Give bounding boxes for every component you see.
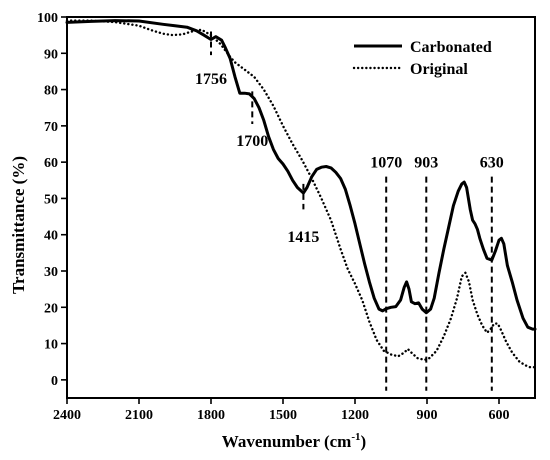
legend-label-original: Original [410,61,468,78]
legend: Carbonated Original [352,39,492,78]
y-tick-label: 70 [44,120,58,135]
x-axis-title-sup: -1 [351,431,360,443]
y-tick-label: 30 [44,265,58,280]
x-tick-label: 1200 [341,408,369,423]
x-tick-label: 2400 [53,408,81,423]
x-axis-title-main: Wavenumber (cm [222,432,352,451]
y-tick-label: 20 [44,301,58,316]
y-tick-label: 40 [44,229,58,244]
x-tick-label: 2100 [125,408,153,423]
annotation-label-1070: 1070 [370,155,402,172]
y-tick-label: 90 [44,47,58,62]
annotations: 1756 1700 1415 1070 903 630 [195,31,504,391]
axes: 0 10 20 30 40 50 60 70 80 90 100 2400 2100 1800 1500 12… [37,11,536,423]
x-tick-label: 600 [489,408,510,423]
y-tick-label: 80 [44,84,58,99]
x-tick-label: 900 [417,408,438,423]
y-tick-label: 60 [44,156,58,171]
series-group [65,19,537,369]
x-tick-label: 1800 [197,408,225,423]
y-tick-label: 50 [44,192,58,207]
series-line-carbonated [65,19,537,331]
annotation-label-1415: 1415 [287,229,319,246]
plot-frame [66,16,536,399]
y-tick-label: 0 [51,374,58,389]
annotation-label-903: 903 [414,155,438,172]
annotation-label-630: 630 [480,155,504,172]
x-axis-title-tail: ) [361,432,367,451]
y-axis-title: Transmittance (%) [9,156,28,294]
x-tick-label: 1500 [269,408,297,423]
annotation-label-1756: 1756 [195,71,227,88]
y-tick-label: 10 [44,338,58,353]
annotation-label-1700: 1700 [236,133,268,150]
legend-label-carbonated: Carbonated [410,39,492,56]
y-tick-label: 100 [37,11,58,26]
x-axis-title: Wavenumber (cm-1) [222,431,366,451]
series-line-original [65,19,537,369]
